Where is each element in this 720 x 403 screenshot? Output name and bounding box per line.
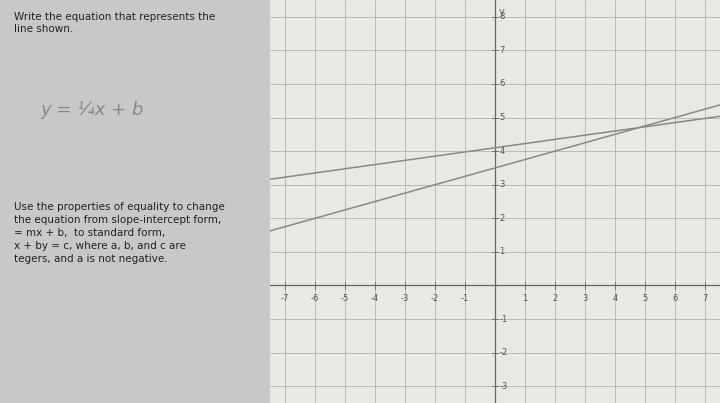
Text: 1: 1: [500, 247, 505, 256]
Text: 8: 8: [500, 12, 505, 21]
Text: 3: 3: [582, 294, 588, 303]
Text: -3: -3: [500, 382, 508, 391]
Text: y = ¼x + b: y = ¼x + b: [40, 101, 144, 119]
Text: 4: 4: [500, 147, 505, 156]
Text: 2: 2: [552, 294, 557, 303]
Text: -7: -7: [281, 294, 289, 303]
Text: 7: 7: [500, 46, 505, 55]
Text: 1: 1: [523, 294, 528, 303]
Text: Use the properties of equality to change
the equation from slope-intercept form,: Use the properties of equality to change…: [14, 202, 224, 264]
Text: Write the equation that represents the
line shown.: Write the equation that represents the l…: [14, 12, 215, 34]
Text: -2: -2: [500, 348, 508, 357]
Text: 7: 7: [702, 294, 708, 303]
Text: 6: 6: [672, 294, 678, 303]
Text: 3: 3: [500, 180, 505, 189]
Text: -6: -6: [311, 294, 319, 303]
Text: y: y: [498, 7, 504, 17]
Text: -2: -2: [431, 294, 439, 303]
Text: -5: -5: [341, 294, 349, 303]
Text: -3: -3: [401, 294, 409, 303]
Text: 5: 5: [500, 113, 505, 122]
Text: 5: 5: [642, 294, 647, 303]
Text: 2: 2: [500, 214, 505, 223]
Text: 6: 6: [500, 79, 505, 88]
Text: -4: -4: [371, 294, 379, 303]
Text: 4: 4: [613, 294, 618, 303]
Text: -1: -1: [500, 315, 508, 324]
Text: -1: -1: [461, 294, 469, 303]
